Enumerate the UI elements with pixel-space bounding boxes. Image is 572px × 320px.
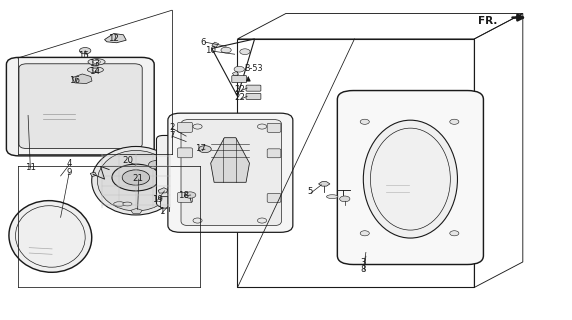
Text: 11: 11	[25, 163, 36, 172]
Circle shape	[122, 170, 150, 185]
Text: 16: 16	[69, 76, 81, 85]
Circle shape	[450, 231, 459, 236]
FancyBboxPatch shape	[161, 197, 178, 208]
FancyBboxPatch shape	[232, 76, 247, 83]
Polygon shape	[212, 42, 219, 47]
Polygon shape	[90, 172, 97, 177]
Text: 4: 4	[66, 159, 72, 168]
Text: 20: 20	[122, 156, 133, 165]
Circle shape	[175, 158, 223, 185]
FancyBboxPatch shape	[267, 149, 281, 158]
Circle shape	[193, 124, 202, 129]
Ellipse shape	[9, 201, 92, 272]
Polygon shape	[158, 188, 168, 193]
Text: 15: 15	[78, 51, 89, 60]
Text: 6: 6	[201, 38, 206, 47]
Text: 12: 12	[108, 35, 119, 44]
Text: 13: 13	[89, 59, 100, 68]
FancyBboxPatch shape	[267, 123, 281, 132]
Polygon shape	[210, 138, 249, 182]
FancyBboxPatch shape	[177, 123, 192, 132]
FancyBboxPatch shape	[246, 93, 261, 100]
FancyBboxPatch shape	[177, 193, 192, 202]
Circle shape	[257, 218, 267, 223]
Polygon shape	[105, 34, 126, 43]
Polygon shape	[179, 199, 189, 204]
Ellipse shape	[93, 60, 101, 63]
FancyBboxPatch shape	[177, 148, 192, 158]
Text: B-53: B-53	[244, 64, 263, 73]
Text: 7: 7	[169, 131, 174, 140]
Circle shape	[240, 49, 250, 54]
Text: 14: 14	[89, 67, 100, 76]
Circle shape	[149, 161, 164, 169]
Ellipse shape	[327, 195, 338, 198]
FancyBboxPatch shape	[267, 194, 281, 202]
Ellipse shape	[88, 67, 104, 73]
Circle shape	[112, 164, 160, 191]
Ellipse shape	[92, 68, 99, 71]
Text: 18: 18	[178, 191, 189, 200]
Text: 3: 3	[360, 259, 366, 268]
Text: 5: 5	[307, 188, 313, 196]
Text: 10: 10	[205, 45, 216, 55]
Polygon shape	[72, 74, 92, 84]
FancyBboxPatch shape	[181, 120, 281, 226]
Ellipse shape	[363, 120, 458, 238]
Circle shape	[340, 196, 350, 202]
Text: 9: 9	[66, 168, 72, 177]
Circle shape	[185, 164, 213, 179]
Text: 19: 19	[152, 195, 163, 204]
Text: 22: 22	[235, 93, 246, 102]
FancyBboxPatch shape	[6, 57, 154, 156]
Text: 8: 8	[360, 265, 366, 274]
Circle shape	[193, 218, 202, 223]
Text: 17: 17	[195, 144, 206, 153]
Text: FR.: FR.	[478, 16, 497, 27]
Circle shape	[198, 146, 211, 153]
Ellipse shape	[97, 150, 174, 211]
Text: 21: 21	[132, 174, 143, 183]
Ellipse shape	[92, 147, 180, 215]
FancyBboxPatch shape	[246, 85, 261, 91]
Circle shape	[360, 231, 370, 236]
Circle shape	[80, 48, 91, 54]
Ellipse shape	[114, 202, 125, 206]
FancyBboxPatch shape	[337, 91, 483, 265]
Circle shape	[221, 47, 231, 53]
FancyBboxPatch shape	[168, 113, 293, 232]
Polygon shape	[319, 182, 330, 186]
Text: 2: 2	[169, 123, 174, 132]
Text: 1: 1	[160, 207, 165, 216]
FancyBboxPatch shape	[19, 64, 142, 148]
Polygon shape	[232, 71, 239, 76]
FancyBboxPatch shape	[157, 135, 241, 207]
Circle shape	[257, 124, 267, 129]
Circle shape	[184, 192, 196, 198]
Polygon shape	[131, 208, 142, 213]
Circle shape	[234, 66, 244, 72]
Circle shape	[450, 119, 459, 124]
Ellipse shape	[123, 202, 132, 206]
Ellipse shape	[88, 59, 105, 65]
Circle shape	[360, 119, 370, 124]
Text: 22: 22	[235, 85, 246, 94]
